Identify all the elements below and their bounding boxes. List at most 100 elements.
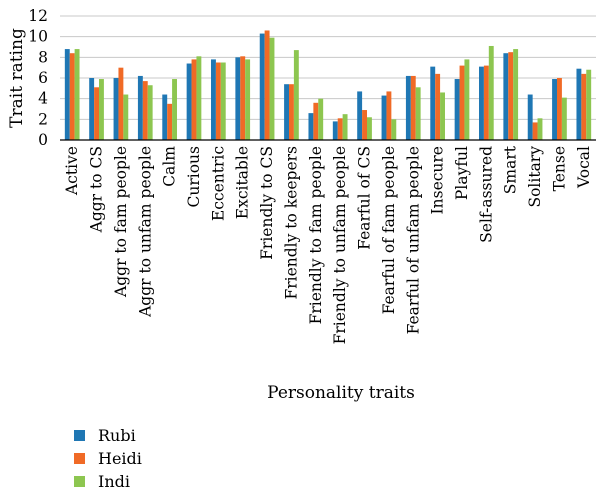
x-axis-title: Personality traits — [267, 383, 415, 403]
x-tick-label-self-assured: Self-assured — [477, 146, 495, 243]
bar-rubi-solitary — [527, 94, 533, 140]
bar-heidi-smart — [508, 52, 514, 140]
bar-chart: 0 2 4 6 8 10 12 Active Aggr to CS Aggr to fam pe… — [7, 7, 596, 403]
y-tick-label-0: 0 — [38, 131, 48, 149]
x-tick-label-solitary: Solitary — [526, 146, 544, 208]
bar-indi-fearful-of-cs — [367, 117, 372, 140]
bar-heidi-self-assured — [483, 65, 489, 140]
bar-heidi-aggr-to-cs — [94, 87, 99, 140]
bar-heidi-solitary — [532, 122, 538, 140]
bar-heidi-friendly-to-unfam-people — [337, 118, 343, 140]
bar-rubi-playful — [454, 79, 460, 140]
bar-rubi-friendly-to-cs — [259, 33, 265, 140]
bar-heidi-curious — [191, 59, 197, 140]
x-tick-label-aggr-to-cs: Aggr to CS — [88, 146, 106, 233]
bar-rubi-smart — [503, 53, 509, 141]
x-tick-label-friendly-to-cs: Friendly to CS — [258, 146, 276, 260]
x-tick-label-fearful-of-fam-people: Fearful of fam people — [380, 146, 398, 314]
legend-label-heidi: Heidi — [98, 449, 142, 468]
bar-indi-fearful-of-unfam-people — [415, 87, 421, 140]
bar-indi-friendly-to-unfam-people — [342, 114, 348, 140]
bar-indi-aggr-to-cs — [99, 79, 104, 140]
y-tick-label-2: 2 — [38, 110, 48, 128]
bar-rubi-vocal — [576, 68, 582, 140]
bar-heidi-friendly-to-cs — [264, 30, 270, 140]
x-tick-label-friendly-to-fam-people: Friendly to fam people — [307, 146, 325, 324]
bar-indi-insecure — [440, 92, 445, 140]
bar-indi-curious — [196, 56, 202, 140]
x-tick-label-fearful-of-cs: Fearful of CS — [356, 146, 374, 250]
bar-heidi-excitable — [240, 56, 246, 140]
bar-heidi-playful — [459, 65, 465, 140]
legend-swatch-indi — [74, 476, 85, 487]
bar-rubi-tense — [552, 79, 557, 140]
bar-rubi-aggr-to-unfam-people — [137, 75, 143, 140]
legend: Rubi Heidi Indi — [74, 424, 142, 493]
bar-rubi-calm — [162, 94, 168, 140]
bar-indi-playful — [464, 59, 470, 140]
bar-rubi-aggr-to-fam-people — [113, 78, 119, 140]
bar-indi-aggr-to-fam-people — [123, 94, 129, 140]
y-tick-label-12: 12 — [28, 7, 48, 25]
legend-item-rubi: Rubi — [74, 424, 142, 447]
x-tick-label-eccentric: Eccentric — [209, 146, 227, 221]
legend-swatch-heidi — [74, 453, 85, 464]
legend-item-indi: Indi — [74, 470, 142, 493]
x-tick-label-active: Active — [63, 146, 81, 196]
bar-indi-calm — [172, 79, 177, 140]
x-tick-label-fearful-of-unfam-people: Fearful of unfam people — [404, 146, 422, 334]
legend-item-heidi: Heidi — [74, 447, 142, 470]
bar-indi-friendly-to-cs — [269, 37, 275, 141]
bar-rubi-fearful-of-unfam-people — [405, 75, 411, 140]
legend-label-indi: Indi — [98, 472, 130, 491]
bar-heidi-fearful-of-fam-people — [386, 91, 392, 140]
bar-rubi-excitable — [235, 57, 241, 140]
x-tick-label-friendly-to-keepers: Friendly to keepers — [282, 146, 300, 300]
bar-rubi-friendly-to-fam-people — [308, 113, 314, 140]
y-tick-label-6: 6 — [38, 69, 48, 87]
legend-label-rubi: Rubi — [98, 426, 136, 445]
bar-heidi-fearful-of-unfam-people — [410, 75, 416, 140]
x-tick-label-excitable: Excitable — [234, 146, 252, 219]
bar-heidi-friendly-to-keepers — [289, 84, 294, 140]
bar-heidi-aggr-to-fam-people — [118, 67, 124, 140]
bar-indi-aggr-to-unfam-people — [147, 85, 153, 140]
x-tick-label-vocal: Vocal — [575, 146, 593, 189]
bar-heidi-eccentric — [215, 62, 221, 140]
x-tick-label-playful: Playful — [453, 146, 471, 200]
bar-heidi-active — [69, 53, 75, 141]
x-tick-label-curious: Curious — [185, 146, 203, 208]
bar-heidi-aggr-to-unfam-people — [142, 81, 148, 140]
bar-indi-excitable — [245, 59, 251, 140]
x-tick-label-friendly-to-unfam-people: Friendly to unfam people — [331, 146, 349, 344]
bars — [64, 30, 592, 141]
bar-indi-eccentric — [220, 62, 226, 140]
bar-indi-tense — [561, 97, 567, 140]
bar-rubi-fearful-of-fam-people — [381, 95, 387, 140]
bar-rubi-aggr-to-cs — [89, 78, 95, 140]
bar-indi-friendly-to-keepers — [293, 50, 299, 140]
bar-rubi-fearful-of-cs — [357, 91, 363, 140]
legend-swatch-rubi — [74, 430, 85, 441]
bar-indi-self-assured — [488, 45, 494, 140]
bar-indi-friendly-to-fam-people — [318, 98, 324, 140]
bar-rubi-eccentric — [211, 59, 216, 140]
bar-heidi-friendly-to-fam-people — [313, 102, 319, 140]
x-tick-label-calm: Calm — [161, 146, 179, 187]
bar-rubi-self-assured — [479, 66, 484, 140]
x-tick-labels: Active Aggr to CS Aggr to fam people Aggr t… — [63, 145, 593, 344]
y-tick-label-4: 4 — [38, 90, 48, 108]
bar-rubi-active — [64, 49, 70, 140]
bar-rubi-insecure — [430, 66, 436, 140]
y-axis-title: Trait rating — [7, 28, 27, 128]
x-tick-label-smart: Smart — [502, 145, 520, 194]
y-tick-label-8: 8 — [38, 48, 48, 66]
bar-indi-smart — [513, 49, 519, 140]
bar-indi-active — [74, 49, 80, 140]
bar-rubi-friendly-to-keepers — [284, 84, 289, 140]
y-tick-label-10: 10 — [28, 28, 48, 46]
bar-indi-fearful-of-fam-people — [391, 119, 397, 140]
bar-indi-solitary — [537, 118, 543, 140]
bar-rubi-friendly-to-unfam-people — [332, 121, 338, 140]
bar-heidi-calm — [167, 103, 173, 140]
